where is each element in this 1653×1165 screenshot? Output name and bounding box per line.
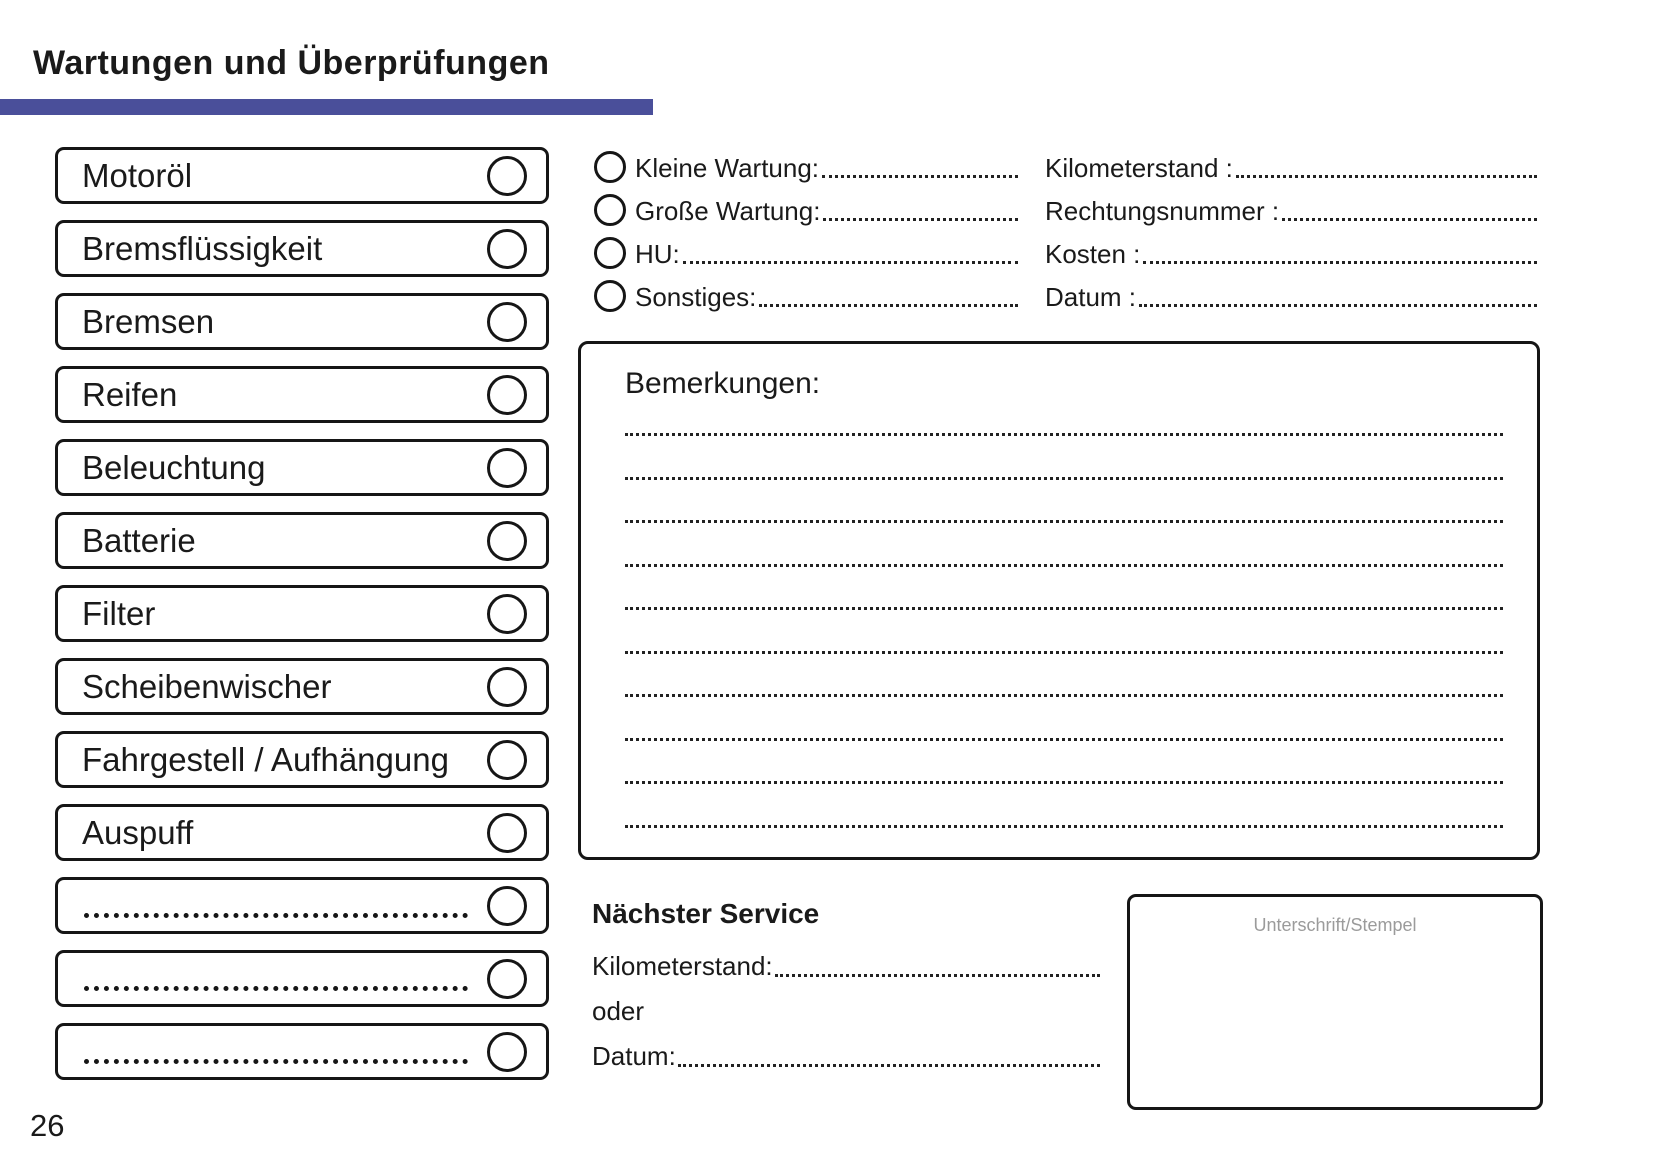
checklist-label: Motoröl (82, 156, 193, 194)
blank-entry-line[interactable] (84, 986, 468, 991)
checklist-item-auspuff: Auspuff (55, 804, 549, 861)
signature-stamp-box[interactable]: Unterschrift/Stempel (1127, 894, 1543, 1110)
fill-in-line[interactable] (774, 974, 1100, 977)
checklist-item-bremsfluessigkeit: Bremsflüssigkeit (55, 220, 549, 277)
blank-entry-line[interactable] (84, 913, 468, 918)
checklist-label: Bremsen (82, 302, 215, 340)
remarks-line[interactable] (625, 564, 1503, 567)
service-type-hu: HU: (594, 236, 1018, 270)
checklist-label: Batterie (82, 521, 196, 559)
page-number: 26 (30, 1108, 65, 1143)
checklist-item-fahrgestell: Fahrgestell / Aufhängung (55, 731, 549, 788)
title-accent-bar (0, 99, 653, 115)
checkbox-circle[interactable] (487, 520, 527, 561)
checklist-item-reifen: Reifen (55, 366, 549, 423)
fill-in-line[interactable] (1139, 304, 1537, 307)
remarks-box: Bemerkungen: (578, 341, 1540, 860)
checklist-label: Filter (82, 594, 156, 632)
checkbox-circle[interactable] (487, 593, 527, 634)
remarks-line[interactable] (625, 694, 1503, 697)
checklist-item-beleuchtung: Beleuchtung (55, 439, 549, 496)
remarks-title: Bemerkungen: (625, 367, 821, 400)
checkbox-circle[interactable] (487, 228, 527, 269)
next-service-date-label: Datum: (592, 1041, 676, 1071)
remarks-line[interactable] (625, 520, 1503, 523)
fill-in-line[interactable] (677, 1064, 1100, 1067)
service-type-label: HU: (635, 239, 680, 269)
checkbox-circle[interactable] (487, 739, 527, 780)
checkbox-circle[interactable] (487, 885, 527, 926)
checklist-label: Fahrgestell / Aufhängung (82, 740, 449, 778)
checkbox-circle[interactable] (487, 1031, 527, 1072)
radio-circle[interactable] (594, 194, 626, 226)
service-type-label: Große Wartung: (635, 196, 821, 226)
checkbox-circle[interactable] (487, 301, 527, 342)
checklist-label: Auspuff (82, 813, 194, 851)
field-label: Rechtungsnummer : (1045, 196, 1280, 226)
fill-in-line[interactable] (822, 175, 1018, 178)
checklist-item-motoroel: Motoröl (55, 147, 549, 204)
radio-circle[interactable] (594, 237, 626, 269)
checklist-item-custom-1 (55, 877, 549, 934)
checklist-label: Beleuchtung (82, 448, 266, 486)
checklist-item-custom-3 (55, 1023, 549, 1080)
service-type-kleine-wartung: Kleine Wartung: (594, 150, 1018, 184)
field-label: Kilometerstand : (1045, 153, 1233, 183)
next-service-km-label: Kilometerstand: (592, 951, 773, 981)
field-rechnungsnummer: Rechtungsnummer : (1045, 193, 1537, 227)
field-kilometerstand: Kilometerstand : (1045, 150, 1537, 184)
checklist-label: Reifen (82, 375, 178, 413)
remarks-line[interactable] (625, 433, 1503, 436)
service-type-label: Kleine Wartung: (635, 153, 820, 183)
next-service-km-field: Kilometerstand: (592, 948, 1100, 982)
next-service-date-field: Datum: (592, 1038, 1100, 1072)
service-type-label: Sonstiges: (635, 282, 757, 312)
remarks-line[interactable] (625, 477, 1503, 480)
checkbox-circle[interactable] (487, 374, 527, 415)
radio-circle[interactable] (594, 280, 626, 312)
service-type-sonstiges: Sonstiges: (594, 279, 1018, 313)
checkbox-circle[interactable] (487, 155, 527, 196)
fill-in-line[interactable] (1235, 175, 1537, 178)
next-service-title: Nächster Service (592, 898, 820, 929)
radio-circle[interactable] (594, 151, 626, 183)
page-title: Wartungen und Überprüfungen (33, 44, 550, 82)
fill-in-line[interactable] (823, 218, 1018, 221)
field-label: Kosten : (1045, 239, 1141, 269)
checkbox-circle[interactable] (487, 812, 527, 853)
remarks-line[interactable] (625, 825, 1503, 828)
checklist-label: Bremsflüssigkeit (82, 229, 323, 267)
remarks-line[interactable] (625, 651, 1503, 654)
checklist-item-batterie: Batterie (55, 512, 549, 569)
fill-in-line[interactable] (1143, 261, 1537, 264)
signature-stamp-label: Unterschrift/Stempel (1253, 915, 1417, 935)
service-type-grosse-wartung: Große Wartung: (594, 193, 1018, 227)
next-service-or-label: oder (592, 996, 645, 1026)
fill-in-line[interactable] (759, 304, 1018, 307)
field-datum: Datum : (1045, 279, 1537, 313)
checkbox-circle[interactable] (487, 447, 527, 488)
remarks-line[interactable] (625, 781, 1503, 784)
checklist-item-bremsen: Bremsen (55, 293, 549, 350)
field-label: Datum : (1045, 282, 1137, 312)
blank-entry-line[interactable] (84, 1059, 468, 1064)
field-kosten: Kosten : (1045, 236, 1537, 270)
fill-in-line[interactable] (682, 261, 1018, 264)
checklist-item-filter: Filter (55, 585, 549, 642)
checklist-item-custom-2 (55, 950, 549, 1007)
remarks-line[interactable] (625, 607, 1503, 610)
checkbox-circle[interactable] (487, 958, 527, 999)
checklist-label: Scheibenwischer (82, 667, 332, 705)
remarks-line[interactable] (625, 738, 1503, 741)
checklist-item-scheibenwischer: Scheibenwischer (55, 658, 549, 715)
fill-in-line[interactable] (1282, 218, 1537, 221)
checkbox-circle[interactable] (487, 666, 527, 707)
